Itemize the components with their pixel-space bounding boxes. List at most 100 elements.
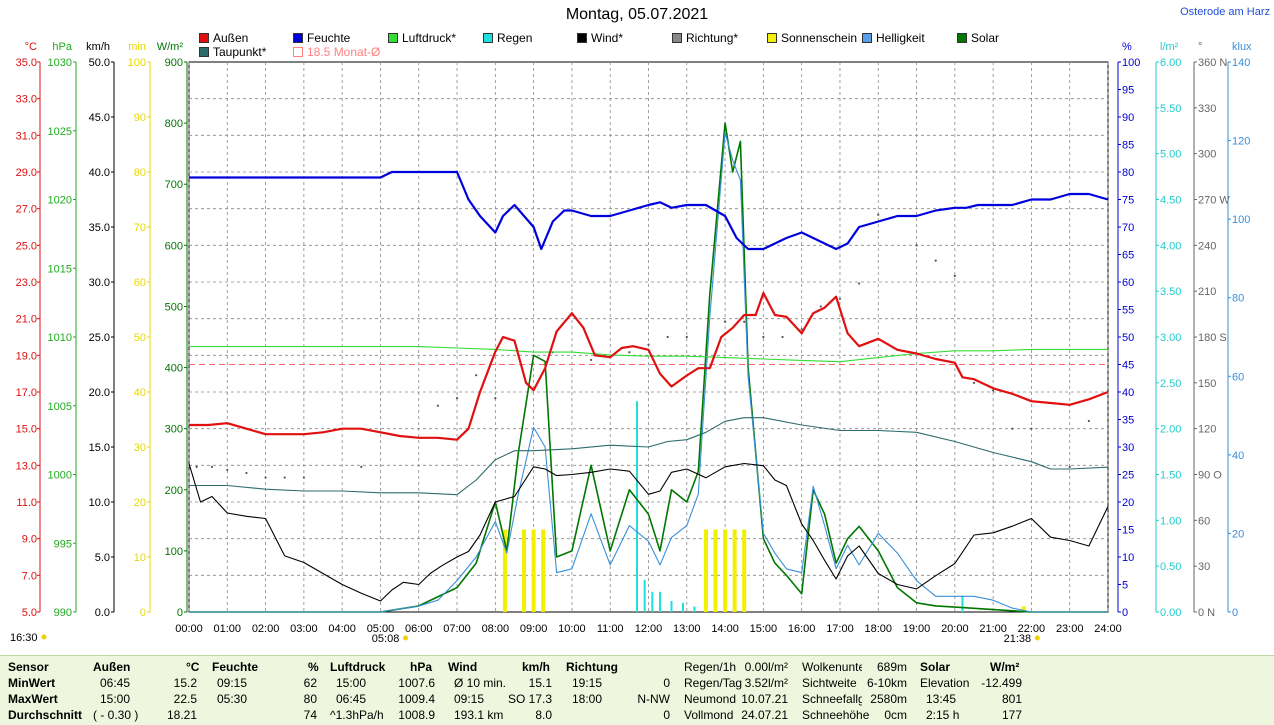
x-tick-label: 10:00 (558, 623, 586, 635)
stat-value: ( - 0.30 ) (93, 708, 139, 722)
axis-tick-label: 150 (1198, 378, 1216, 390)
x-tick-label: 14:00 (711, 623, 739, 635)
stat-value: 3.52l/m² (744, 676, 788, 690)
richtung-dot (915, 244, 918, 247)
legend-swatch (199, 47, 209, 57)
axis-tick-label: 100 (1232, 214, 1250, 226)
richtung-dot (264, 476, 267, 479)
x-tick-label: 01:00 (214, 623, 242, 635)
axis-tick-label: 0.0 (95, 607, 110, 619)
stat-value: 22.5 (173, 692, 197, 706)
stat-value: Ø 10 min. (454, 676, 507, 690)
legend-label: Außen (213, 31, 249, 45)
axis-tick-label: 20.0 (89, 387, 110, 399)
richtung-dot (953, 274, 956, 277)
richtung-dot (1087, 419, 1090, 423)
axis-tick-label: 4.00 (1160, 240, 1181, 252)
axis-tick-label: 5.00 (1160, 149, 1181, 161)
x-tick-label: 03:00 (290, 623, 318, 635)
axis-tick-label: 10 (134, 552, 146, 564)
regen-bar (658, 591, 661, 612)
stat-value: 18:00 (572, 692, 603, 706)
x-tick-label: 16:00 (788, 623, 816, 635)
axis-tick-label: 60 (1232, 371, 1244, 383)
stat-value: 09:15 (454, 692, 485, 706)
axis-tick-label: 30 (1122, 442, 1134, 454)
legend-label: Taupunkt* (213, 45, 267, 59)
axis-tick-label: 25 (1122, 470, 1134, 482)
richtung-dot (877, 213, 880, 216)
stats-header-druck-unit: hPa (410, 660, 433, 674)
axis-tick-label: 210 (1198, 286, 1216, 298)
axis-tick-label: 0 (1122, 607, 1128, 619)
stat-value: 05:30 (217, 692, 248, 706)
legend-swatch (957, 33, 967, 43)
x-tick-label: 15:00 (750, 623, 778, 635)
sonnenschein-bar (541, 529, 546, 612)
stats-header-druck: Luftdruck (330, 660, 386, 674)
axis-tick-label: 11.0 (16, 497, 37, 509)
richtung-dot (455, 397, 459, 400)
axis-tick-label: 100 (1122, 57, 1140, 69)
axis-tick-label: 0 (140, 607, 146, 619)
stat-label: Sichtweite (802, 676, 857, 690)
richtung-dot (743, 320, 746, 323)
legend-swatch (199, 33, 209, 43)
stat-value: 06:45 (100, 676, 131, 690)
legend-label: Sonnenschein (781, 31, 858, 45)
sun-icon (41, 634, 47, 640)
sonnenschein-bar (703, 529, 708, 612)
helligkeit-line (189, 132, 1108, 613)
axis-tick-label: 0 (177, 607, 183, 619)
richtung-dot (494, 397, 497, 400)
stat-value: 0 (663, 708, 670, 722)
regen-bar (670, 601, 673, 612)
stat-value: 8.0 (535, 708, 552, 722)
legend-label: Helligkeit (876, 31, 925, 45)
stats-panel: Sensor MinWert MaxWert Durchschnitt Auße… (0, 655, 1274, 725)
axis-tick-label: 270 W (1198, 195, 1230, 207)
richtung-dot (226, 468, 229, 472)
chart-title: Montag, 05.07.2021 (565, 6, 709, 23)
axis-tick-label: 30.0 (89, 277, 110, 289)
stats-header-solar-unit: W/m² (990, 660, 1020, 674)
legend-label: Solar (971, 31, 1000, 45)
richtung-dot (1030, 427, 1033, 430)
axis-unit-label: min (128, 41, 146, 53)
sonnenschein-bar (502, 529, 507, 612)
stats-row-label: MaxWert (8, 692, 58, 706)
x-tick-label: 21:00 (979, 623, 1007, 635)
axis-tick-label: 80 (1122, 167, 1134, 179)
axis-tick-label: 65 (1122, 250, 1134, 262)
axis-tick-label: 5.0 (95, 552, 110, 564)
axis-tick-label: 0 N (1198, 607, 1215, 619)
x-tick-label: 19:00 (903, 623, 931, 635)
axis-tick-label: 360 N (1198, 57, 1227, 69)
stat-label: Regen/1h (684, 660, 737, 674)
axis-tick-label: 1005 (48, 401, 72, 413)
axis-tick-label: 60 (1122, 277, 1134, 289)
stat-value: 06:45 (336, 692, 367, 706)
axis-unit-label: km/h (86, 41, 110, 53)
plot-area (188, 61, 1109, 613)
richtung-dot (628, 351, 631, 354)
axis-unit-label: ° (1198, 41, 1202, 53)
legend-label: Richtung* (686, 31, 739, 45)
stat-label: Schneehöhe (802, 708, 870, 722)
axis-tick-label: 3.00 (1160, 332, 1181, 344)
x-tick-label: 00:00 (175, 623, 203, 635)
axis-tick-label: 30 (1198, 561, 1210, 573)
axis-tick-label: 35.0 (16, 57, 37, 69)
richtung-dot (436, 404, 439, 407)
axis-tick-label: 15 (1122, 525, 1134, 537)
x-tick-label: 22:00 (1018, 623, 1046, 635)
axis-tick-label: 3.50 (1160, 286, 1181, 298)
axis-tick-label: 20 (134, 497, 146, 509)
axis-tick-label: 40.0 (89, 167, 110, 179)
x-tick-label: 04:00 (328, 623, 356, 635)
stat-value: 62 (303, 676, 317, 690)
richtung-dot (360, 465, 363, 468)
axis-unit-label: hPa (52, 41, 72, 53)
sonnenschein-bar (1021, 606, 1026, 612)
axis-tick-label: 400 (165, 363, 183, 375)
